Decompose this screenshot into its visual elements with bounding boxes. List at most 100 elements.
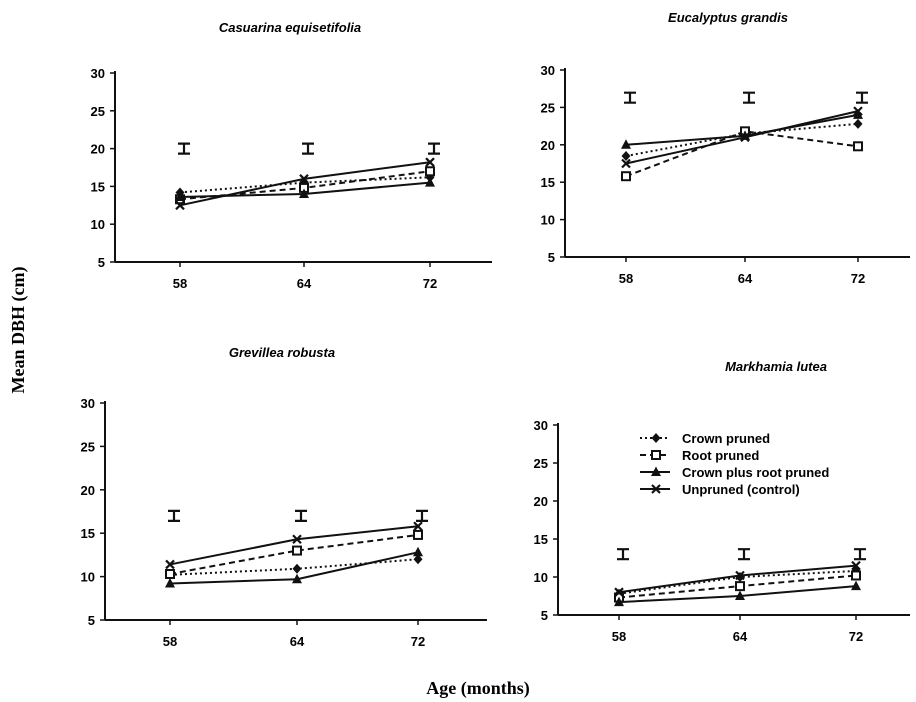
y-tick-label: 20 bbox=[534, 494, 548, 509]
legend-marker bbox=[651, 484, 661, 494]
panel-title: Casuarina equisetifolia bbox=[219, 20, 361, 35]
x-tick-label: 58 bbox=[173, 276, 187, 291]
y-tick-label: 10 bbox=[534, 570, 548, 585]
x-tick-label: 64 bbox=[733, 629, 748, 644]
y-tick-label: 5 bbox=[88, 613, 95, 628]
legend-label: Root pruned bbox=[682, 448, 759, 463]
legend-item: Unpruned (control) bbox=[640, 482, 800, 497]
data-point bbox=[165, 578, 175, 588]
x-tick-label: 72 bbox=[849, 629, 863, 644]
data-point bbox=[425, 166, 435, 177]
legend-label: Unpruned (control) bbox=[682, 482, 800, 497]
data-point bbox=[853, 118, 863, 129]
panel-title: Grevillea robusta bbox=[229, 345, 335, 360]
series-line bbox=[169, 533, 419, 575]
data-point bbox=[299, 188, 309, 198]
y-tick-label: 20 bbox=[91, 142, 105, 157]
y-tick-label: 30 bbox=[81, 396, 95, 411]
chart-panel: Casuarina equisetifolia 5 10 15 20 25 30 58 64 72 bbox=[91, 20, 492, 291]
data-point bbox=[299, 174, 309, 184]
y-tick-label: 15 bbox=[534, 532, 548, 547]
legend-item: Crown plus root pruned bbox=[640, 465, 829, 480]
y-tick-label: 25 bbox=[541, 100, 555, 115]
legend-marker bbox=[651, 466, 661, 476]
y-tick-label: 20 bbox=[81, 483, 95, 498]
data-point bbox=[851, 580, 861, 591]
data-point bbox=[175, 191, 185, 201]
series-line bbox=[618, 569, 857, 595]
data-point bbox=[413, 529, 423, 540]
error-bar bbox=[168, 509, 180, 522]
data-point bbox=[851, 560, 861, 571]
series-line bbox=[625, 110, 859, 165]
data-point bbox=[853, 109, 863, 119]
series bbox=[165, 521, 423, 570]
data-point bbox=[735, 590, 745, 600]
data-point bbox=[425, 177, 435, 187]
error-bar bbox=[617, 548, 629, 561]
series-line bbox=[625, 130, 859, 178]
series bbox=[614, 580, 861, 607]
series bbox=[165, 529, 423, 579]
y-tick-label: 15 bbox=[91, 179, 105, 194]
data-point bbox=[165, 559, 175, 570]
data-point bbox=[292, 563, 302, 574]
error-bar bbox=[743, 91, 755, 104]
data-point bbox=[621, 151, 631, 162]
x-tick-label: 64 bbox=[297, 276, 312, 291]
error-bar bbox=[302, 142, 314, 155]
x-tick-label: 58 bbox=[619, 271, 633, 286]
y-tick-label: 30 bbox=[541, 63, 555, 78]
y-tick-label: 10 bbox=[541, 213, 555, 228]
y-tick-label: 5 bbox=[548, 250, 555, 265]
y-tick-label: 15 bbox=[81, 526, 95, 541]
y-tick-label: 30 bbox=[91, 66, 105, 81]
y-tick-label: 15 bbox=[541, 175, 555, 190]
data-point bbox=[413, 521, 423, 532]
x-tick-label: 64 bbox=[738, 271, 753, 286]
data-point bbox=[614, 596, 624, 607]
chart-panel: Eucalyptus grandis 5 10 15 20 25 30 58 64 72 bbox=[541, 10, 910, 286]
error-bar bbox=[738, 548, 750, 561]
panels: Casuarina equisetifolia 5 10 15 20 25 30 58 64 72… bbox=[81, 10, 910, 649]
data-point bbox=[175, 200, 185, 211]
data-point bbox=[851, 570, 861, 581]
legend-label: Crown pruned bbox=[682, 431, 770, 446]
x-axis-title: Age (months) bbox=[426, 678, 530, 699]
x-tick-label: 72 bbox=[411, 634, 425, 649]
x-tick-label: 58 bbox=[612, 629, 626, 644]
y-tick-label: 10 bbox=[91, 217, 105, 232]
y-tick-label: 25 bbox=[534, 456, 548, 471]
error-bar bbox=[295, 509, 307, 522]
panel-title: Eucalyptus grandis bbox=[668, 10, 788, 25]
y-tick-label: 25 bbox=[81, 439, 95, 454]
x-tick-label: 72 bbox=[423, 276, 437, 291]
data-point bbox=[735, 581, 745, 592]
x-tick-label: 64 bbox=[290, 634, 305, 649]
error-bar bbox=[416, 509, 428, 522]
error-bar bbox=[428, 142, 440, 155]
series bbox=[175, 157, 435, 211]
error-bar bbox=[854, 548, 866, 561]
data-point bbox=[621, 139, 631, 149]
data-point bbox=[413, 554, 423, 565]
series bbox=[614, 560, 861, 597]
data-point bbox=[413, 546, 423, 557]
series-line bbox=[179, 176, 431, 194]
series bbox=[621, 106, 863, 169]
data-point bbox=[853, 141, 863, 152]
x-tick-label: 58 bbox=[163, 634, 177, 649]
legend-marker bbox=[651, 433, 661, 443]
data-point bbox=[740, 132, 750, 143]
y-tick-label: 30 bbox=[534, 418, 548, 433]
x-tick-label: 72 bbox=[851, 271, 865, 286]
data-point bbox=[853, 106, 863, 116]
data-point bbox=[165, 568, 175, 579]
data-point bbox=[614, 587, 624, 597]
data-point bbox=[621, 158, 631, 169]
panel-title: Markhamia lutea bbox=[725, 359, 827, 374]
data-point bbox=[292, 534, 302, 545]
series-line bbox=[169, 525, 419, 566]
data-point bbox=[735, 570, 745, 581]
